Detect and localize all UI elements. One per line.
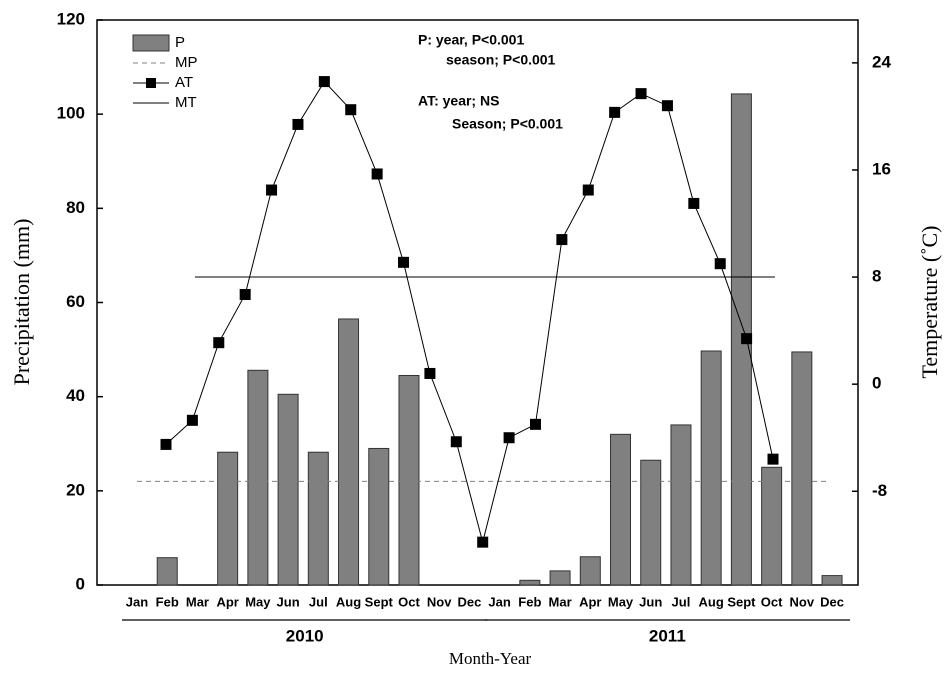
bar [610, 433, 632, 586]
bar [640, 459, 662, 586]
y-tick-label: 40 [66, 386, 85, 405]
x-tick-label: Apr [216, 594, 238, 609]
x-tick-label: Aug [336, 594, 361, 609]
x-tick-label: Mar [549, 594, 572, 609]
temperature-marker [213, 337, 225, 349]
x-tick-label: Jun [639, 594, 662, 609]
x-tick-label: Aug [699, 594, 724, 609]
temperature-marker [160, 438, 172, 450]
legend-label: MT [175, 94, 197, 111]
bar [156, 557, 178, 586]
temperature-marker [345, 104, 357, 116]
bar [368, 447, 390, 586]
x-tick-label: Feb [156, 594, 179, 609]
temperature-marker [266, 184, 278, 196]
y-tick-label: 80 [66, 198, 85, 217]
x-tick-label: Oct [761, 594, 783, 609]
bar [549, 570, 571, 586]
temperature-marker [529, 418, 541, 430]
bar [821, 575, 843, 586]
temperature-marker [582, 184, 594, 196]
y2-tick-label: 8 [872, 267, 881, 286]
y-axis-label: Precipitation (mm) [9, 219, 34, 386]
y-tick-label: 60 [66, 292, 85, 311]
temperature-marker [318, 76, 330, 88]
temperature-marker [186, 414, 198, 426]
temperature-marker [477, 536, 489, 548]
y2-tick-label: 0 [872, 374, 881, 393]
x-tick-label: Dec [457, 594, 481, 609]
x-tick-label: Jul [672, 594, 691, 609]
bar [338, 318, 360, 586]
x-tick-label: Jul [309, 594, 328, 609]
annotation: season; P<0.001 [446, 52, 556, 68]
x-tick-label: Nov [790, 594, 815, 609]
temperature-marker [424, 367, 436, 379]
annotation: AT: year; NS [418, 93, 499, 109]
bar [700, 350, 722, 586]
temperature-marker [741, 333, 753, 345]
x-tick-label: Sept [365, 594, 394, 609]
temperature-marker [371, 168, 383, 180]
x-tick-label: Sept [727, 594, 756, 609]
group-label: 2011 [649, 626, 686, 645]
temperature-line [165, 80, 774, 543]
temperature-marker [635, 88, 647, 100]
temperature-marker [398, 256, 410, 268]
y2-tick-label: -8 [872, 481, 887, 500]
temperature-marker [450, 436, 462, 448]
x-axis-label: Month-Year [449, 649, 532, 668]
y-tick-label: 120 [57, 9, 85, 28]
y2-axis-label: Temperature (˚C) [917, 226, 942, 379]
bar [519, 579, 541, 586]
x-tick-label: Mar [186, 594, 209, 609]
temperature-marker [714, 258, 726, 270]
bar [761, 466, 783, 586]
y2-tick-label: 24 [872, 52, 891, 71]
bar [247, 369, 269, 586]
legend-swatch [146, 78, 156, 88]
annotation: Season; P<0.001 [452, 116, 563, 132]
temperature-marker [503, 432, 515, 444]
temperature-marker [239, 288, 251, 300]
legend-label: MP [175, 54, 198, 71]
x-tick-label: Dec [820, 594, 844, 609]
y-tick-label: 100 [57, 104, 85, 123]
x-tick-label: May [245, 594, 271, 609]
temperature-marker [292, 118, 304, 130]
annotation: P: year, P<0.001 [418, 32, 524, 48]
temperature-marker [661, 100, 673, 112]
x-tick-label: Jun [277, 594, 300, 609]
bar [579, 556, 601, 586]
x-tick-label: Jan [126, 594, 148, 609]
x-tick-label: Oct [398, 594, 420, 609]
bar [670, 424, 692, 586]
x-tick-label: Feb [518, 594, 541, 609]
x-tick-label: May [608, 594, 634, 609]
legend-label: AT [175, 74, 193, 91]
y-tick-label: 20 [66, 480, 85, 499]
temperature-marker [688, 197, 700, 209]
temperature-marker [609, 106, 621, 118]
bar [791, 351, 813, 586]
bar [217, 451, 239, 586]
bar [307, 451, 329, 586]
x-tick-label: Nov [427, 594, 452, 609]
bar [398, 374, 420, 586]
group-label: 2010 [286, 626, 324, 645]
x-tick-label: Jan [488, 594, 510, 609]
legend-label: P [175, 34, 185, 51]
legend-swatch [132, 34, 170, 52]
x-tick-label: Apr [579, 594, 601, 609]
temperature-marker [767, 453, 779, 465]
temperature-marker [556, 234, 568, 246]
y2-tick-label: 16 [872, 159, 891, 178]
y-tick-label: 0 [76, 574, 85, 593]
bar [277, 393, 299, 586]
